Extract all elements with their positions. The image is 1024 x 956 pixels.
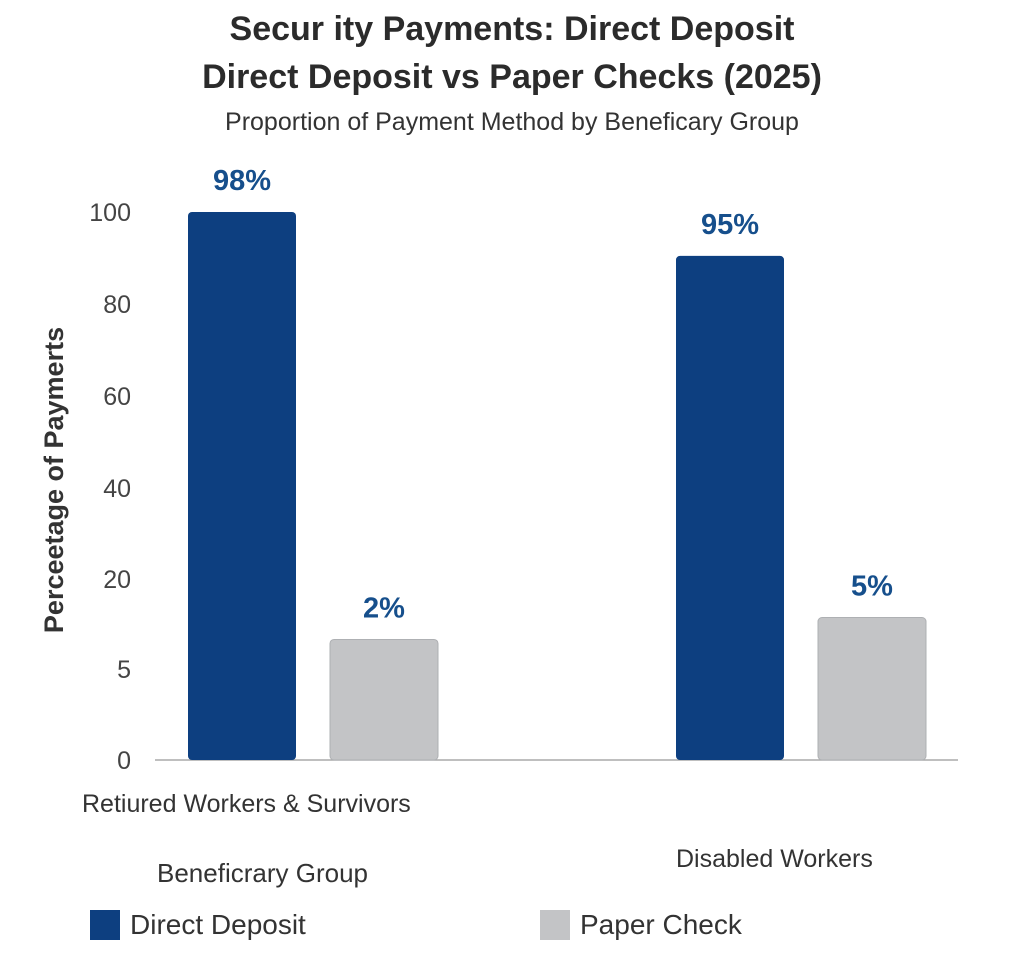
bar-paper-check — [329, 638, 439, 761]
bar-direct-deposit — [676, 255, 784, 760]
y-tick-label: 100 — [89, 199, 131, 227]
chart-subtitle: Proportion of Payment Method by Benefica… — [225, 108, 799, 136]
data-label-paper-check: 5% — [851, 571, 893, 603]
legend-item-paper-check: Paper Check — [540, 905, 742, 945]
x-axis-title: Beneficrary Group — [157, 858, 368, 888]
chart-title-line2: Direct Deposit vs Paper Checks (2025) — [202, 58, 822, 96]
category-label-retired: Retiured Workers & Survivors — [82, 790, 411, 818]
legend-swatch-direct-deposit — [90, 910, 120, 940]
y-tick-label: 20 — [103, 566, 131, 594]
bar-paper-check — [817, 617, 927, 761]
legend-label-direct-deposit: Direct Deposit — [130, 909, 306, 940]
data-label-paper-check: 2% — [363, 592, 405, 624]
y-axis-title: Perceetage of Paymerts — [39, 327, 69, 633]
legend-swatch-paper-check — [540, 910, 570, 940]
category-label-disabled: Disabled Workers — [676, 845, 873, 873]
legend-item-direct-deposit: Direct Deposit — [90, 905, 306, 945]
y-tick-label: 0 — [117, 747, 131, 775]
chart-title-line1: Secur ity Payments: Direct Deposit — [229, 10, 795, 48]
bar-direct-deposit — [188, 212, 296, 760]
y-tick-label: 80 — [103, 291, 131, 319]
bar-chart: 0 5 20 40 60 80 100 Perceetage of Paymerts 98% 2%… — [39, 165, 958, 775]
legend-label-paper-check: Paper Check — [580, 909, 742, 940]
y-tick-label: 40 — [103, 475, 131, 503]
data-label-direct-deposit: 95% — [701, 209, 759, 241]
y-tick-label: 60 — [103, 383, 131, 411]
y-tick-label: 5 — [117, 656, 131, 684]
data-label-direct-deposit: 98% — [213, 165, 271, 197]
